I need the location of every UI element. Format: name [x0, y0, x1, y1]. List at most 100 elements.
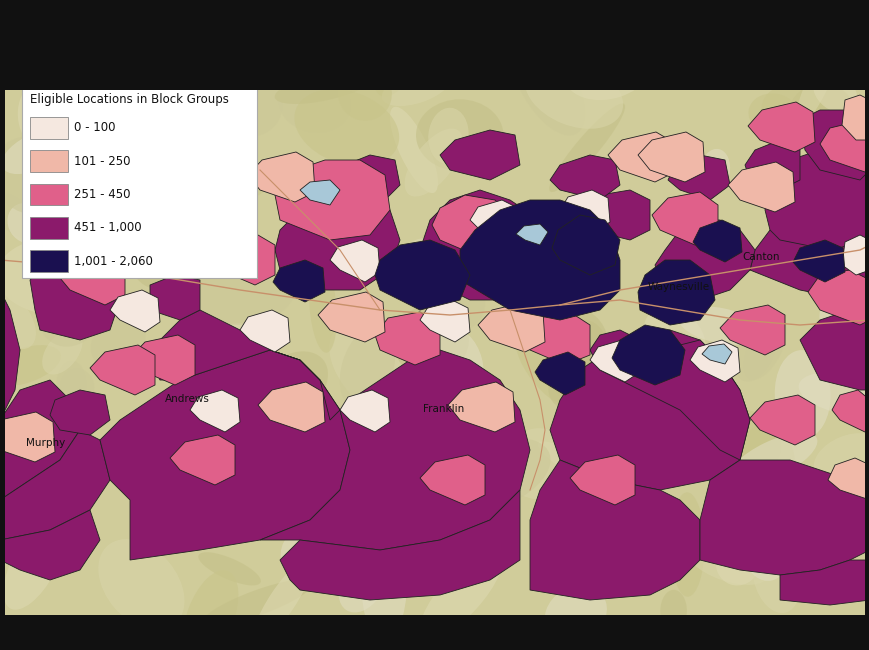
Polygon shape — [589, 340, 640, 382]
Ellipse shape — [619, 34, 649, 74]
Polygon shape — [318, 292, 385, 342]
Ellipse shape — [182, 570, 238, 650]
Polygon shape — [524, 312, 589, 365]
Ellipse shape — [209, 323, 270, 383]
Ellipse shape — [0, 345, 61, 386]
Polygon shape — [248, 152, 315, 202]
Ellipse shape — [684, 538, 768, 585]
Ellipse shape — [548, 103, 625, 192]
Ellipse shape — [743, 315, 786, 380]
Polygon shape — [38, 182, 105, 232]
Ellipse shape — [727, 432, 817, 486]
Ellipse shape — [198, 552, 261, 586]
Ellipse shape — [109, 136, 170, 239]
Polygon shape — [551, 215, 620, 275]
Polygon shape — [0, 510, 100, 580]
Polygon shape — [700, 460, 869, 575]
Polygon shape — [747, 102, 814, 152]
Ellipse shape — [785, 502, 869, 556]
Polygon shape — [819, 122, 869, 172]
Polygon shape — [340, 155, 400, 200]
Ellipse shape — [200, 55, 278, 90]
Polygon shape — [693, 220, 741, 262]
Ellipse shape — [793, 23, 846, 129]
Ellipse shape — [98, 539, 184, 630]
Ellipse shape — [752, 540, 799, 613]
Ellipse shape — [739, 424, 794, 495]
Ellipse shape — [503, 428, 574, 499]
Polygon shape — [109, 290, 160, 332]
Polygon shape — [667, 155, 729, 200]
Polygon shape — [460, 200, 620, 320]
Polygon shape — [831, 390, 869, 432]
Ellipse shape — [278, 73, 350, 133]
Polygon shape — [611, 325, 684, 385]
Ellipse shape — [786, 83, 857, 156]
Bar — [0, 30, 5, 620]
Ellipse shape — [153, 112, 217, 169]
Polygon shape — [100, 350, 349, 560]
Ellipse shape — [813, 433, 869, 483]
Ellipse shape — [90, 315, 146, 369]
Ellipse shape — [447, 439, 550, 510]
Bar — [0, 615, 869, 650]
Ellipse shape — [774, 350, 830, 439]
Ellipse shape — [43, 330, 83, 374]
Text: 1,001 - 2,060: 1,001 - 2,060 — [74, 255, 152, 268]
Polygon shape — [827, 458, 869, 500]
Ellipse shape — [206, 68, 282, 137]
Ellipse shape — [819, 292, 869, 380]
Text: Eligible Locations in Block Groups: Eligible Locations in Block Groups — [30, 93, 229, 106]
Ellipse shape — [143, 411, 210, 486]
Ellipse shape — [181, 137, 242, 246]
Polygon shape — [0, 412, 55, 462]
Ellipse shape — [374, 45, 412, 97]
Polygon shape — [129, 335, 195, 385]
Polygon shape — [689, 340, 740, 382]
Ellipse shape — [678, 306, 761, 345]
Polygon shape — [607, 132, 674, 182]
Ellipse shape — [0, 524, 26, 565]
Polygon shape — [258, 382, 325, 432]
Ellipse shape — [57, 186, 99, 280]
Bar — [0, 30, 869, 90]
Polygon shape — [273, 260, 325, 302]
Ellipse shape — [557, 319, 606, 369]
Polygon shape — [375, 240, 469, 310]
Ellipse shape — [418, 214, 474, 283]
Bar — [30, 250, 68, 272]
Ellipse shape — [630, 330, 708, 446]
Polygon shape — [749, 200, 869, 300]
Polygon shape — [569, 455, 634, 505]
Ellipse shape — [562, 30, 656, 100]
Ellipse shape — [678, 220, 734, 266]
Text: Andrews: Andrews — [164, 394, 209, 404]
Ellipse shape — [222, 166, 271, 201]
Ellipse shape — [0, 517, 22, 550]
Ellipse shape — [813, 72, 857, 112]
Polygon shape — [534, 352, 584, 395]
Ellipse shape — [660, 590, 687, 632]
Ellipse shape — [340, 326, 395, 411]
Ellipse shape — [741, 522, 787, 581]
Polygon shape — [420, 455, 484, 505]
Text: Canton: Canton — [741, 252, 779, 262]
Polygon shape — [509, 240, 560, 282]
Ellipse shape — [727, 465, 780, 555]
Polygon shape — [50, 390, 109, 435]
Ellipse shape — [0, 293, 36, 349]
Polygon shape — [300, 180, 340, 205]
Ellipse shape — [760, 85, 826, 139]
Polygon shape — [477, 302, 544, 352]
Polygon shape — [560, 190, 609, 232]
Ellipse shape — [362, 526, 407, 642]
Ellipse shape — [0, 191, 48, 242]
Ellipse shape — [733, 317, 777, 382]
Ellipse shape — [17, 73, 96, 159]
Ellipse shape — [415, 99, 503, 171]
Polygon shape — [701, 344, 731, 364]
Ellipse shape — [643, 307, 705, 370]
Ellipse shape — [60, 369, 95, 405]
Text: 0 - 100: 0 - 100 — [74, 122, 115, 135]
Polygon shape — [584, 190, 649, 240]
